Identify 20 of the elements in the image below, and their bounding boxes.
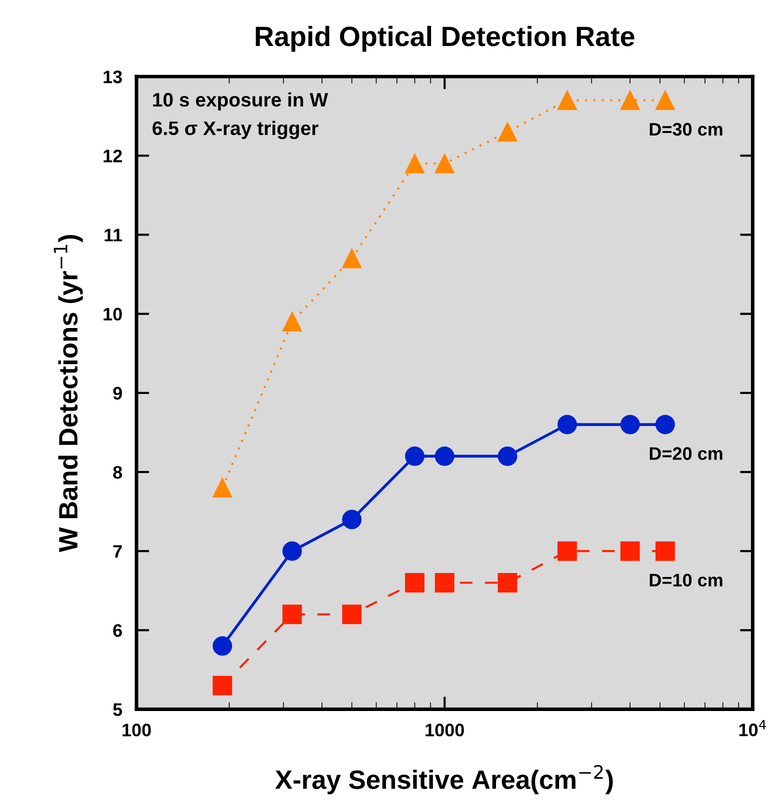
y-tick-label: 6	[113, 624, 122, 637]
x-axis-title: X-ray Sensitive Area(cm$^{−2}$)	[275, 765, 613, 794]
y-tick-label: 7	[113, 545, 122, 558]
y-tick-label: 5	[113, 703, 122, 716]
x-tick-label: 1000	[426, 724, 464, 736]
y-axis-title: W Band Detections (yr$^{−1}$)	[54, 234, 83, 552]
chart-title: Rapid Optical Detection Rate	[256, 26, 634, 52]
annotation: 10 s exposure in W	[153, 92, 328, 111]
y-tick-label: 13	[104, 70, 122, 84]
annotation: 6.5 σ X-ray trigger	[152, 120, 318, 140]
y-tick-label: 12	[104, 150, 122, 162]
y-tick-label: 11	[104, 228, 122, 242]
series-label: D=20 cm	[650, 447, 722, 460]
y-tick-label: 9	[113, 386, 122, 400]
series-label: D=30 cm	[650, 122, 722, 136]
y-tick-label: 8	[113, 466, 122, 479]
y-tick-label: 10	[104, 308, 122, 321]
x-tick-label: 10$^{4}$	[739, 720, 766, 736]
series-label: D=10 cm	[650, 574, 722, 587]
x-tick-label: 100	[122, 724, 151, 736]
